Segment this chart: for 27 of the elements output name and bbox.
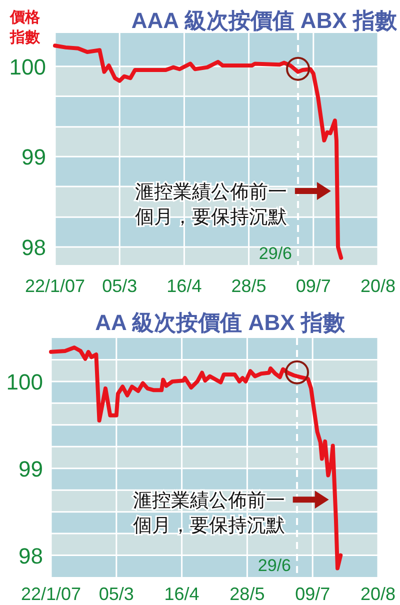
ref-line-label: 29/6 bbox=[258, 556, 292, 575]
chart-title: AAA 級次按價值 ABX 指數 bbox=[131, 8, 398, 33]
x-tick-label: 20/8 bbox=[360, 584, 396, 604]
x-tick-label: 20/8 bbox=[360, 276, 396, 296]
y-tick-label: 100 bbox=[6, 369, 43, 394]
chart-title: AA 級次按價值 ABX 指數 bbox=[95, 310, 346, 335]
line-series bbox=[49, 346, 343, 570]
line-series bbox=[53, 44, 344, 260]
x-tick-label: 16/4 bbox=[166, 276, 202, 296]
annotation: 滙控業績公佈前一個月，要保持沉默 bbox=[134, 182, 287, 228]
annotation: 滙控業績公佈前一個月，要保持沉默 bbox=[132, 490, 285, 537]
x-tick-label: 05/3 bbox=[102, 276, 138, 296]
y-axis-title: 價格指數 bbox=[9, 9, 41, 46]
y-tick-label: 99 bbox=[18, 456, 43, 482]
x-tick-label: 28/5 bbox=[230, 584, 265, 604]
y-tick-label: 98 bbox=[22, 234, 46, 260]
x-tick-label: 28/5 bbox=[231, 276, 266, 296]
ref-line-label: 29/6 bbox=[258, 244, 292, 263]
y-tick-label: 100 bbox=[9, 54, 46, 80]
x-tick-label: 09/7 bbox=[296, 276, 331, 296]
y-tick-label: 98 bbox=[18, 543, 43, 568]
y-tick-label: 99 bbox=[22, 144, 46, 170]
x-tick-label: 09/7 bbox=[295, 584, 330, 604]
x-tick-label: 22/1/07 bbox=[20, 584, 82, 604]
x-tick-label: 16/4 bbox=[164, 584, 200, 604]
x-tick-label: 05/3 bbox=[98, 584, 134, 604]
x-tick-label: 22/1/07 bbox=[24, 276, 86, 296]
